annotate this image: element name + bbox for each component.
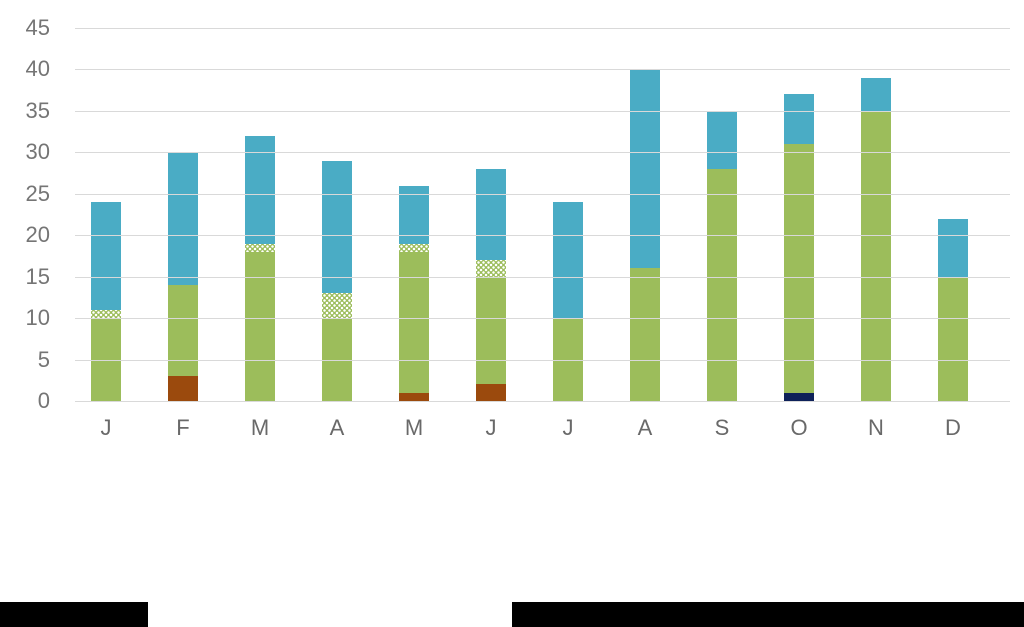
x-tick-label: A [637,415,653,440]
bar-segment [322,293,352,319]
bar-segment [861,110,891,401]
bar-segment [938,218,968,277]
bars-layer [75,28,1010,401]
gridline [75,152,1010,154]
x-tick-label: S [714,415,730,440]
bar-segment [476,168,506,261]
x-tick-label: N [868,415,884,440]
bar-segment [91,202,121,310]
bar-segment [476,260,506,277]
bar-segment [861,77,891,111]
y-tick-label: 40 [25,56,50,82]
y-tick-label: 0 [37,388,50,413]
x-tick-label: J [562,415,574,440]
bar-segment [322,160,352,294]
gridline [75,28,1010,29]
chart-legend: Amphibian (n=1) Reptile (n=6) Mammal (n=… [0,470,1024,600]
bar-segment [168,376,198,401]
bar-segment [168,284,198,377]
y-tick-label: 45 [25,15,50,40]
bar-segment [784,392,814,401]
y-tick-label: 10 [25,305,50,331]
gridline [75,110,1010,112]
y-tick-label: 35 [25,97,50,123]
bar-segment [784,94,814,145]
redaction-bar-left [0,602,148,627]
x-tick-label: J [100,415,112,440]
bar-segment [168,152,198,285]
bar-segment [245,243,275,252]
bar-segment [399,185,429,244]
bar-segment [245,135,275,244]
bar-segment [707,110,737,169]
stacked-bar-chart: 0 5 10 15 20 25 30 35 40 45 J F M A M J J A S O N D [6,0,1010,440]
y-tick-label: 30 [25,139,50,165]
bar-segment [476,276,506,385]
y-tick-label: 20 [25,222,50,248]
bar-segment [476,384,506,401]
y-tick-label: 15 [25,263,50,289]
x-tick-label: M [404,415,424,440]
y-tick-label: 25 [25,180,50,206]
gridline [75,359,1010,361]
bar-segment [399,243,429,252]
y-tick-label: 5 [37,346,50,372]
x-tick-label: M [250,415,270,440]
gridline [75,276,1010,278]
gridline [75,235,1010,237]
gridline [75,193,1010,195]
plot-area [75,28,1010,402]
x-tick-label: O [790,415,808,440]
redaction-bar-right [512,602,1024,627]
gridline [75,69,1010,71]
bar-segment [91,309,121,319]
y-axis-labels: 0 5 10 15 20 25 30 35 40 45 [6,0,50,440]
x-tick-label: D [945,415,961,440]
gridline [75,401,1010,402]
gridline [75,318,1010,320]
bar-segment [399,392,429,401]
x-tick-label: J [485,415,497,440]
x-tick-label: A [329,415,345,440]
bar-segment [707,168,737,401]
bar-segment [553,202,583,319]
x-tick-label: F [176,415,190,440]
bar-segment [938,276,968,401]
bar-segment [630,268,660,401]
bar-segment [399,251,429,393]
bar-segment [784,144,814,393]
